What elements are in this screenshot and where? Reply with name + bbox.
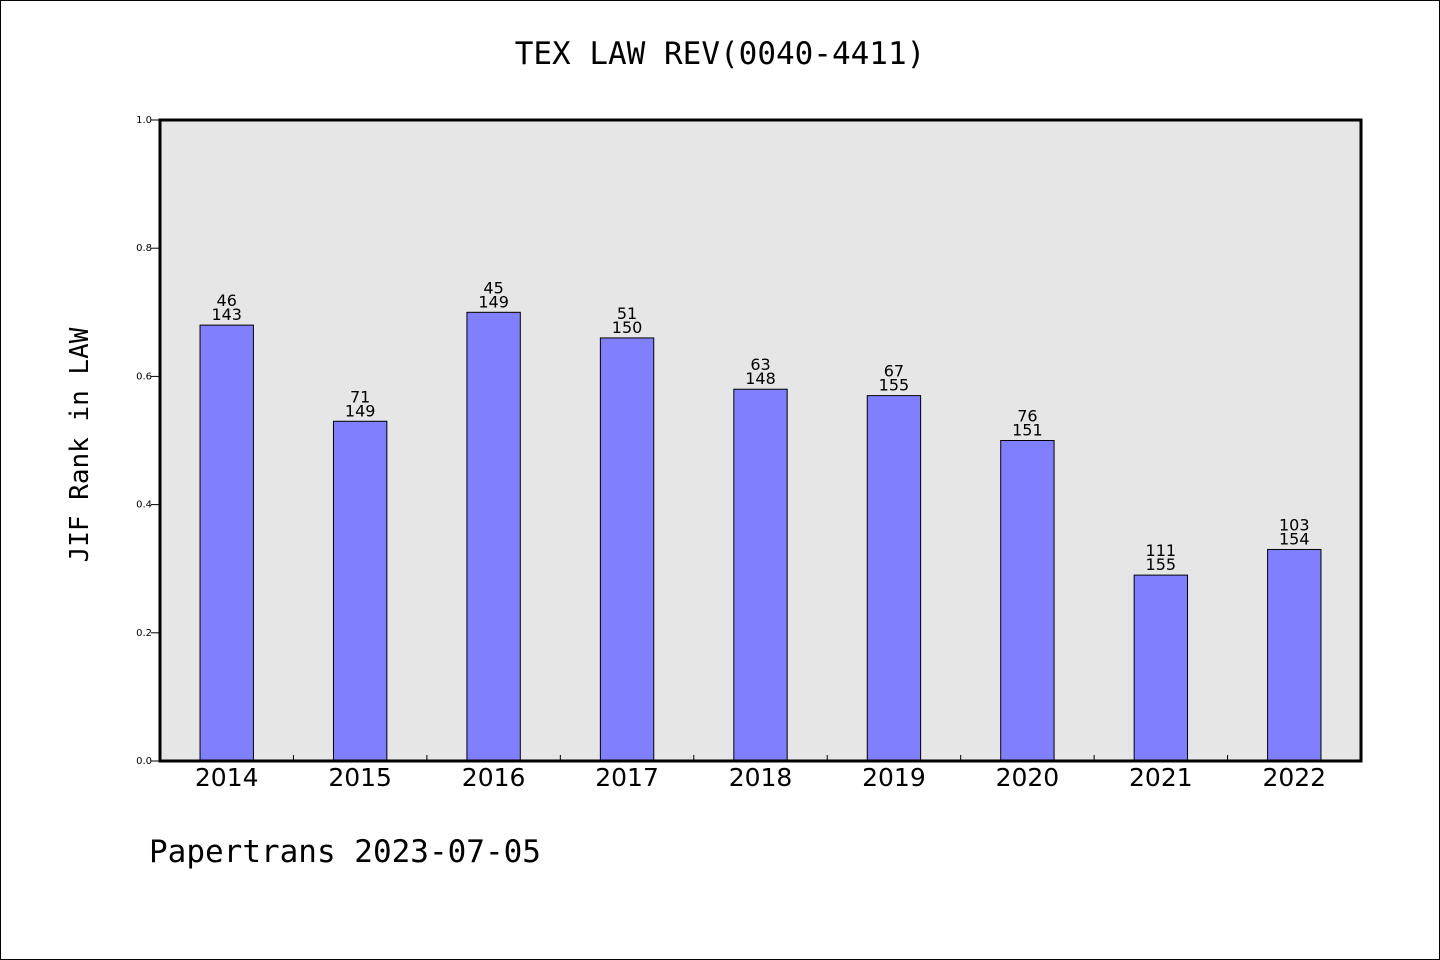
bar-label-total: 155 xyxy=(1146,555,1177,574)
x-tick-label: 2017 xyxy=(595,763,659,792)
bar-label-total: 155 xyxy=(879,376,910,395)
bar-label-rank: 71 xyxy=(350,387,370,406)
x-tick-label: 2019 xyxy=(862,763,926,792)
bar xyxy=(733,388,788,762)
footer-credit: Papertrans 2023-07-05 xyxy=(149,834,541,870)
bar-label-rank: 46 xyxy=(217,291,237,310)
bar-label-rank: 111 xyxy=(1146,541,1177,560)
bar-label-rank: 67 xyxy=(884,362,904,381)
x-tick-label: 2015 xyxy=(328,763,392,792)
bar-label-rank: 45 xyxy=(483,278,503,297)
y-tick-label: 0.2 xyxy=(136,628,152,639)
bar xyxy=(1267,548,1322,762)
bar xyxy=(466,311,521,762)
bar-label-total: 150 xyxy=(612,318,643,337)
bar-label-total: 148 xyxy=(745,369,776,388)
bar-label-total: 149 xyxy=(478,292,509,311)
bar-label-rank: 103 xyxy=(1279,515,1310,534)
chart-title: TEX LAW REV(0040-4411) xyxy=(514,36,926,72)
y-tick-label: 0.4 xyxy=(136,500,152,511)
bar xyxy=(1000,440,1055,762)
y-tick-label: 0.0 xyxy=(136,756,152,767)
x-tick-label: 2014 xyxy=(195,763,259,792)
bar xyxy=(599,337,655,762)
bar-label-rank: 63 xyxy=(750,355,770,374)
bar xyxy=(199,324,254,762)
y-tick-label: 0.8 xyxy=(136,243,152,254)
x-tick-label: 2020 xyxy=(996,763,1060,792)
plot-border xyxy=(158,118,1363,763)
x-tick-label: 2018 xyxy=(729,763,793,792)
bar xyxy=(1133,574,1189,762)
bar-label-total: 143 xyxy=(211,305,242,324)
bar xyxy=(332,420,388,762)
y-tick-label: 0.6 xyxy=(136,371,152,382)
y-tick-label: 1.0 xyxy=(136,115,152,126)
x-tick-label: 2022 xyxy=(1262,763,1326,792)
x-tick-label: 2016 xyxy=(462,763,526,792)
bar xyxy=(866,395,922,762)
bar-label-total: 151 xyxy=(1012,421,1043,440)
x-tick-label: 2021 xyxy=(1129,763,1193,792)
bar-label-rank: 51 xyxy=(617,304,637,323)
bar-label-total: 154 xyxy=(1279,529,1310,548)
bar-label-rank: 76 xyxy=(1017,407,1037,426)
bar-label-total: 149 xyxy=(345,401,376,420)
